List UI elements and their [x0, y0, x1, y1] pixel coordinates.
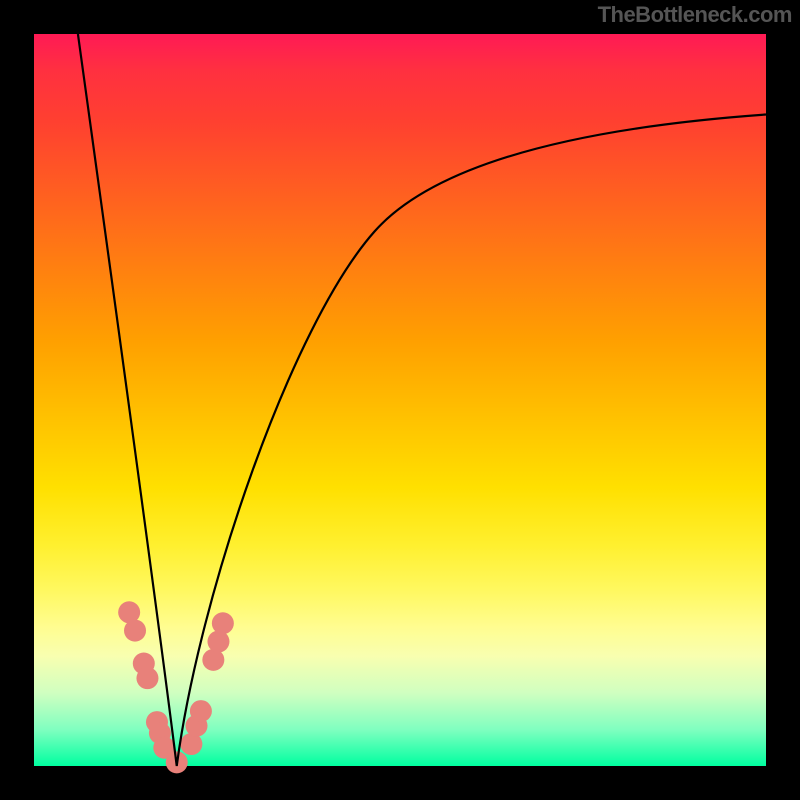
chart-overlay	[0, 0, 800, 800]
marker-group	[118, 601, 234, 773]
bottleneck-curve	[78, 34, 766, 766]
chart-container: TheBottleneck.com	[0, 0, 800, 800]
data-marker	[136, 667, 158, 689]
data-marker	[124, 620, 146, 642]
data-marker	[207, 631, 229, 653]
data-marker	[212, 612, 234, 634]
data-marker	[190, 700, 212, 722]
